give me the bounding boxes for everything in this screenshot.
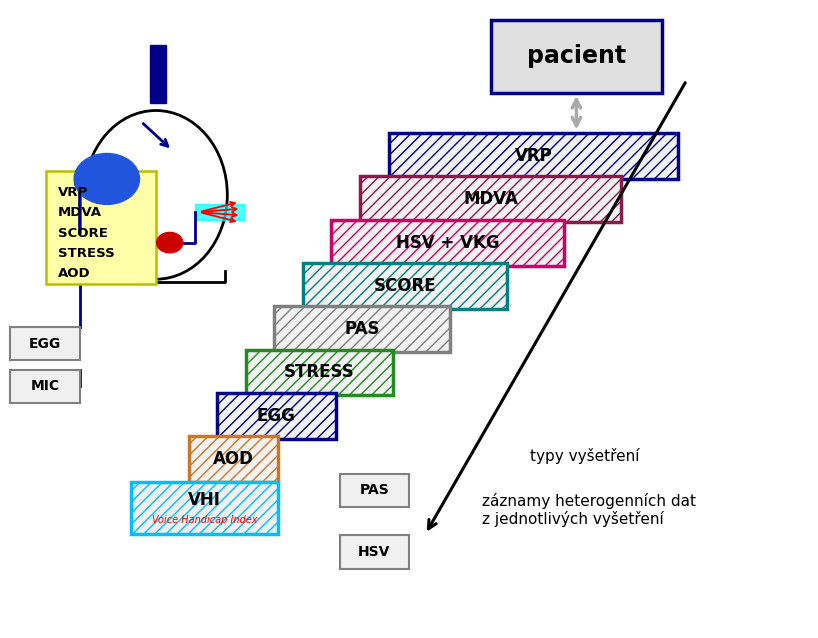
Bar	[132, 482, 278, 534]
Text: HSV: HSV	[358, 545, 390, 559]
Bar	[46, 171, 156, 284]
Text: pacient: pacient	[527, 45, 626, 68]
Bar	[245, 350, 393, 396]
Circle shape	[157, 232, 182, 253]
Text: VRP: VRP	[515, 147, 552, 165]
Bar	[303, 263, 507, 309]
Text: PAS: PAS	[359, 483, 389, 497]
Text: Voice Handicap Index: Voice Handicap Index	[152, 515, 258, 524]
Bar	[11, 327, 80, 360]
Bar	[151, 45, 167, 103]
Bar	[217, 393, 335, 439]
Text: EGG: EGG	[257, 407, 296, 425]
Bar	[339, 535, 409, 568]
Text: STRESS: STRESS	[284, 364, 354, 382]
Bar	[339, 473, 409, 507]
Text: SCORE: SCORE	[374, 277, 436, 295]
FancyArrow shape	[195, 204, 244, 219]
Bar	[331, 219, 564, 265]
Text: AOD: AOD	[213, 450, 254, 468]
Text: VRP: VRP	[58, 186, 88, 199]
Text: STRESS: STRESS	[58, 247, 115, 260]
Text: EGG: EGG	[29, 337, 61, 351]
Bar	[11, 370, 80, 403]
Bar	[360, 176, 622, 222]
Circle shape	[74, 154, 140, 204]
Text: MDVA: MDVA	[463, 190, 518, 209]
Text: záznamy heterogenních dat
z jednotlivých vyšetření: záznamy heterogenních dat z jednotlivých…	[483, 493, 696, 527]
Bar	[491, 20, 662, 93]
Text: typy vyšetření: typy vyšetření	[530, 448, 640, 464]
Bar	[274, 306, 450, 352]
Text: VHI: VHI	[188, 491, 222, 509]
Bar	[188, 436, 278, 482]
Bar	[389, 133, 678, 179]
Text: MIC: MIC	[30, 380, 60, 394]
Text: AOD: AOD	[58, 267, 91, 280]
Text: MDVA: MDVA	[58, 206, 102, 219]
Text: PAS: PAS	[344, 320, 380, 338]
Text: HSV + VKG: HSV + VKG	[396, 234, 500, 251]
Text: SCORE: SCORE	[58, 226, 108, 239]
